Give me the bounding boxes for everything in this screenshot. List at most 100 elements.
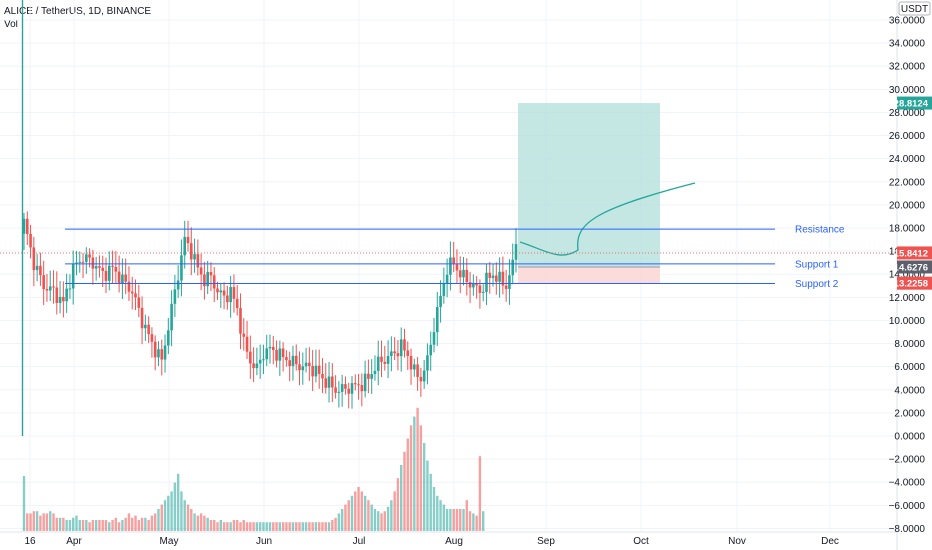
candle-body (324, 378, 327, 387)
volume-bar (390, 500, 392, 531)
volume-bar (56, 518, 58, 531)
volume-bar (269, 522, 271, 531)
candle-body (298, 364, 301, 370)
candle-body (49, 286, 52, 290)
candle-body (406, 350, 409, 356)
price-tick-label: 10.0000 (889, 316, 926, 327)
volume-bar (36, 511, 38, 531)
candle-body (183, 237, 186, 255)
target-zone[interactable] (518, 103, 660, 267)
candle-body (400, 339, 403, 356)
candle-body (285, 357, 288, 360)
volume-label: Vol (4, 19, 18, 30)
price-tick-label: 34.0000 (889, 39, 926, 50)
price-tick-label: 26.0000 (889, 131, 926, 142)
volume-bar (239, 522, 241, 531)
volume-bar (288, 522, 290, 531)
volume-bar (407, 439, 409, 531)
time-tick-label: Oct (633, 536, 649, 547)
candle-body (177, 281, 180, 290)
candle-body (416, 364, 419, 376)
volume-bar (102, 520, 104, 531)
volume-bar (180, 491, 182, 531)
volume-bar (95, 520, 97, 531)
volume-bar (308, 522, 310, 531)
volume-bar (226, 522, 228, 531)
candle-body (443, 284, 446, 296)
volume-bar (325, 522, 327, 531)
volume-bar (236, 520, 238, 531)
volume-bar (472, 513, 474, 531)
candle-body (269, 347, 272, 349)
candle-body (157, 349, 160, 357)
candle-body (216, 288, 219, 292)
price-tick-label: 32.0000 (889, 62, 926, 73)
time-tick-label: Nov (728, 536, 746, 547)
volume-bar (108, 522, 110, 531)
candle-body (393, 351, 396, 353)
candle-body (505, 286, 508, 289)
candle-body (85, 254, 88, 262)
volume-bar (59, 518, 61, 531)
price-tick-label: 6.0000 (894, 362, 925, 373)
volume-bar (52, 513, 54, 531)
candle-body (187, 237, 190, 243)
volume-bar (259, 522, 261, 531)
candle-body (170, 304, 173, 331)
candle-body (223, 290, 226, 295)
volume-bar (79, 520, 81, 531)
candle-body (154, 342, 157, 358)
volume-bar (410, 425, 412, 531)
candle-body (292, 356, 295, 366)
time-tick-label: Dec (821, 536, 839, 547)
currency-label: USDT (901, 4, 928, 15)
position-tool[interactable] (0, 103, 897, 283)
candle-body (42, 275, 45, 289)
price-axis[interactable]: 36.0000 34.0000 32.0000 30.0000 28.0000 26.00… (889, 16, 926, 535)
volume-bar (341, 509, 343, 531)
candle-body (275, 350, 278, 361)
volume-bar (197, 516, 199, 531)
grid (0, 0, 897, 532)
candle-body (233, 287, 236, 299)
volume-bar (423, 443, 425, 531)
volume-bar (305, 522, 307, 531)
stop-zone[interactable] (518, 267, 660, 283)
candle-body (193, 254, 196, 259)
candle-body (374, 371, 377, 374)
volume-bar (161, 505, 163, 531)
candle-body (367, 374, 370, 379)
candle-body (36, 266, 39, 270)
candle-body (111, 266, 114, 267)
volume-bar (72, 518, 74, 531)
candle-body (203, 274, 206, 286)
candle-body (410, 356, 413, 370)
volume-bar (354, 491, 356, 531)
candle-body (78, 262, 81, 263)
volume-bar (413, 417, 415, 531)
candle-body (265, 348, 268, 359)
candle-body (39, 266, 42, 275)
volume-bar (370, 505, 372, 531)
candle-body (361, 385, 364, 391)
symbol-title: ALICE / TetherUS, 1D, BINANCE (4, 6, 151, 17)
volume-bar (311, 522, 313, 531)
volume-bar (364, 496, 366, 531)
volume-bar (295, 522, 297, 531)
volume-bar (46, 513, 48, 531)
volume-bar (338, 513, 340, 531)
candle-body (452, 257, 455, 264)
time-axis[interactable]: 16 Apr May Jun Jul Aug Sep Oct Nov Dec (24, 536, 838, 547)
candle-body (354, 383, 357, 384)
candle-body (485, 273, 488, 292)
volume-bar (249, 522, 251, 531)
volume-bar (361, 491, 363, 531)
volume-bar (49, 511, 51, 531)
price-tick-label: 8.0000 (894, 339, 925, 350)
candle-body (351, 383, 354, 394)
candle-body (108, 266, 111, 281)
volume-bar (92, 520, 94, 531)
volume-bar (416, 408, 418, 531)
candle-body (488, 273, 491, 278)
